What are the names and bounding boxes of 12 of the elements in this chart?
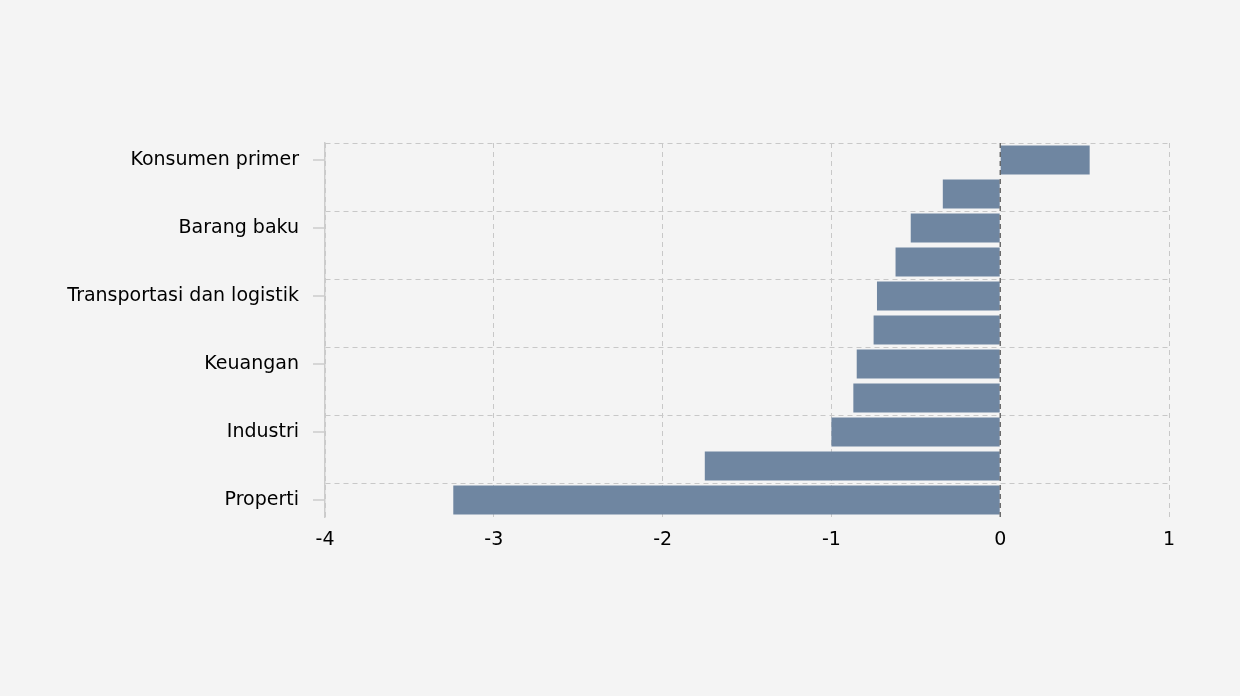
- y-tick-label: Industri: [226, 418, 299, 441]
- y-tick-label: Transportasi dan logistik: [66, 282, 299, 305]
- x-tick-label: -3: [484, 527, 504, 550]
- x-tick-label: -4: [315, 527, 335, 550]
- x-tick-label: -1: [821, 527, 841, 550]
- x-tick-label: 1: [1162, 527, 1176, 550]
- y-tick-label: Keuangan: [204, 350, 299, 373]
- y-tick-label: Properti: [224, 486, 299, 509]
- y-tick-label: Barang baku: [178, 214, 299, 237]
- y-tick-label: Konsumen primer: [130, 146, 300, 169]
- x-tick-label: -2: [653, 527, 673, 550]
- x-tick-label: 0: [994, 527, 1007, 550]
